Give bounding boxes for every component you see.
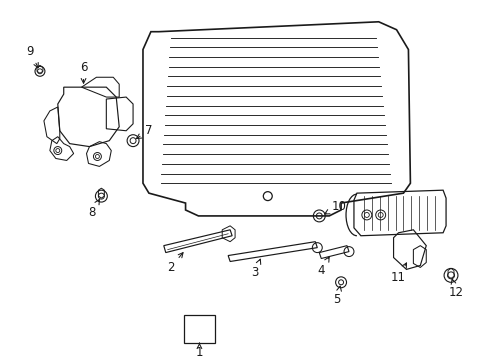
Text: 11: 11 bbox=[390, 263, 406, 284]
Text: 8: 8 bbox=[88, 199, 99, 220]
Text: 10: 10 bbox=[324, 199, 346, 214]
Text: 2: 2 bbox=[166, 253, 183, 274]
Text: 7: 7 bbox=[136, 124, 152, 139]
Text: 6: 6 bbox=[80, 61, 87, 83]
Text: 9: 9 bbox=[26, 45, 38, 68]
Text: 3: 3 bbox=[251, 259, 260, 279]
Text: 4: 4 bbox=[317, 257, 328, 277]
Text: 5: 5 bbox=[333, 286, 341, 306]
Text: 1: 1 bbox=[195, 343, 203, 359]
Bar bbox=[183, 315, 215, 343]
Text: 12: 12 bbox=[447, 279, 463, 299]
